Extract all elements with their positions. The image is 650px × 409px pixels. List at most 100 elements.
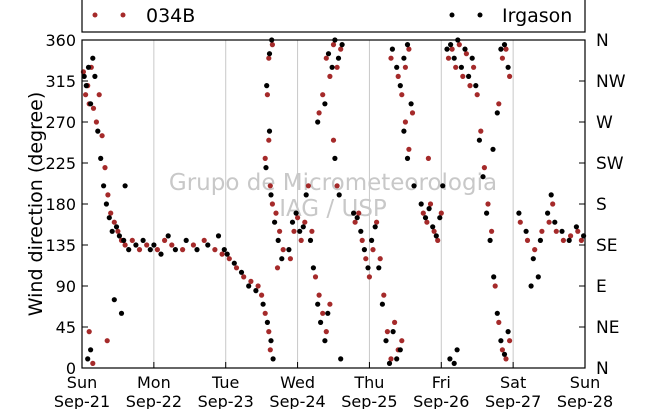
- point-irgason: [231, 260, 237, 266]
- point-034b: [169, 242, 175, 248]
- point-034b: [374, 219, 380, 225]
- point-034b: [532, 247, 538, 253]
- point-034b: [366, 274, 372, 280]
- point-irgason: [369, 237, 375, 243]
- point-034b: [392, 319, 398, 325]
- point-irgason: [573, 224, 580, 230]
- x-tick-day: Sun: [570, 373, 600, 392]
- point-irgason: [215, 233, 222, 239]
- point-irgason: [566, 237, 572, 243]
- point-034b: [233, 265, 240, 271]
- point-irgason: [315, 301, 321, 307]
- point-034b: [402, 64, 408, 70]
- point-irgason: [106, 215, 112, 221]
- x-tick-day: Tue: [211, 373, 239, 392]
- x-tick-day: Wed: [280, 373, 315, 392]
- point-irgason: [85, 64, 92, 70]
- point-034b: [499, 347, 505, 353]
- point-irgason: [205, 242, 211, 248]
- point-irgason: [548, 192, 554, 198]
- point-irgason: [133, 242, 139, 248]
- point-irgason: [151, 242, 157, 248]
- point-034b: [90, 105, 97, 111]
- point-irgason: [183, 237, 189, 243]
- point-034b: [546, 219, 552, 225]
- point-irgason: [246, 283, 252, 289]
- point-irgason: [401, 128, 407, 134]
- point-irgason: [361, 247, 367, 253]
- point-irgason: [490, 146, 496, 152]
- point-irgason: [505, 64, 511, 70]
- point-irgason: [444, 46, 450, 52]
- point-irgason: [101, 183, 107, 189]
- point-irgason: [113, 224, 120, 230]
- point-irgason: [537, 237, 544, 243]
- x-tick-date: Sep-27: [485, 392, 541, 409]
- point-irgason: [268, 338, 274, 344]
- point-irgason: [505, 329, 511, 335]
- point-irgason: [454, 347, 460, 353]
- point-irgason: [338, 356, 344, 362]
- point-irgason: [109, 228, 115, 234]
- point-irgason: [103, 201, 109, 207]
- x-tick-date: Sep-26: [413, 392, 469, 409]
- point-034b: [507, 73, 513, 79]
- legend-label-irgason: Irgason: [502, 5, 572, 27]
- point-irgason: [88, 101, 94, 107]
- point-irgason: [293, 210, 299, 216]
- point-irgason: [448, 42, 454, 48]
- point-irgason: [462, 46, 468, 52]
- point-irgason: [498, 46, 504, 52]
- point-irgason: [88, 347, 94, 353]
- point-irgason: [275, 237, 281, 243]
- point-irgason: [95, 128, 101, 134]
- point-034b: [334, 183, 340, 189]
- point-034b: [262, 155, 268, 161]
- point-irgason: [498, 338, 504, 344]
- point-034b: [277, 228, 283, 234]
- y-axis-label: Wind direction (degree): [25, 92, 47, 317]
- point-irgason: [322, 338, 328, 344]
- point-irgason: [318, 319, 324, 325]
- compass-label: SW: [596, 154, 624, 174]
- point-034b: [499, 55, 505, 61]
- legend: 034B Irgason: [81, 0, 586, 33]
- point-034b: [96, 92, 102, 98]
- point-034b: [104, 338, 110, 344]
- point-irgason: [535, 274, 541, 280]
- x-axis-ticks: SunSep-21MonSep-22TueSep-23WedSep-24ThuS…: [54, 362, 613, 409]
- point-034b: [425, 155, 431, 161]
- point-irgason: [559, 228, 565, 234]
- point-irgason: [194, 247, 200, 253]
- point-034b: [267, 183, 273, 189]
- point-irgason: [238, 269, 245, 275]
- watermark: Grupo de Micrometeorologia IAG / USP: [169, 170, 497, 222]
- x-tick-date: Sep-25: [341, 392, 397, 409]
- point-034b: [463, 51, 469, 57]
- watermark-line-1: Grupo de Micrometeorologia: [169, 170, 497, 196]
- point-irgason: [263, 165, 269, 171]
- point-034b: [266, 329, 272, 335]
- point-034b: [274, 265, 281, 271]
- point-irgason: [422, 215, 429, 221]
- point-irgason: [165, 233, 171, 239]
- point-irgason: [476, 137, 482, 143]
- x-tick-date: Sep-21: [54, 392, 110, 409]
- point-irgason: [253, 288, 259, 294]
- point-irgason: [501, 351, 508, 357]
- point-irgason: [358, 228, 364, 234]
- point-034b: [309, 228, 315, 234]
- point-irgason: [480, 174, 486, 180]
- point-irgason: [404, 155, 411, 161]
- point-irgason: [270, 356, 276, 362]
- point-irgason: [447, 356, 453, 362]
- point-irgason: [85, 356, 91, 362]
- y-tick-label: 315: [45, 72, 76, 91]
- point-irgason: [491, 274, 497, 280]
- point-034b: [507, 338, 513, 344]
- point-034b: [201, 237, 207, 243]
- point-irgason: [126, 247, 132, 253]
- point-irgason: [325, 51, 332, 57]
- point-034b: [86, 329, 92, 335]
- compass-label: NE: [596, 318, 619, 338]
